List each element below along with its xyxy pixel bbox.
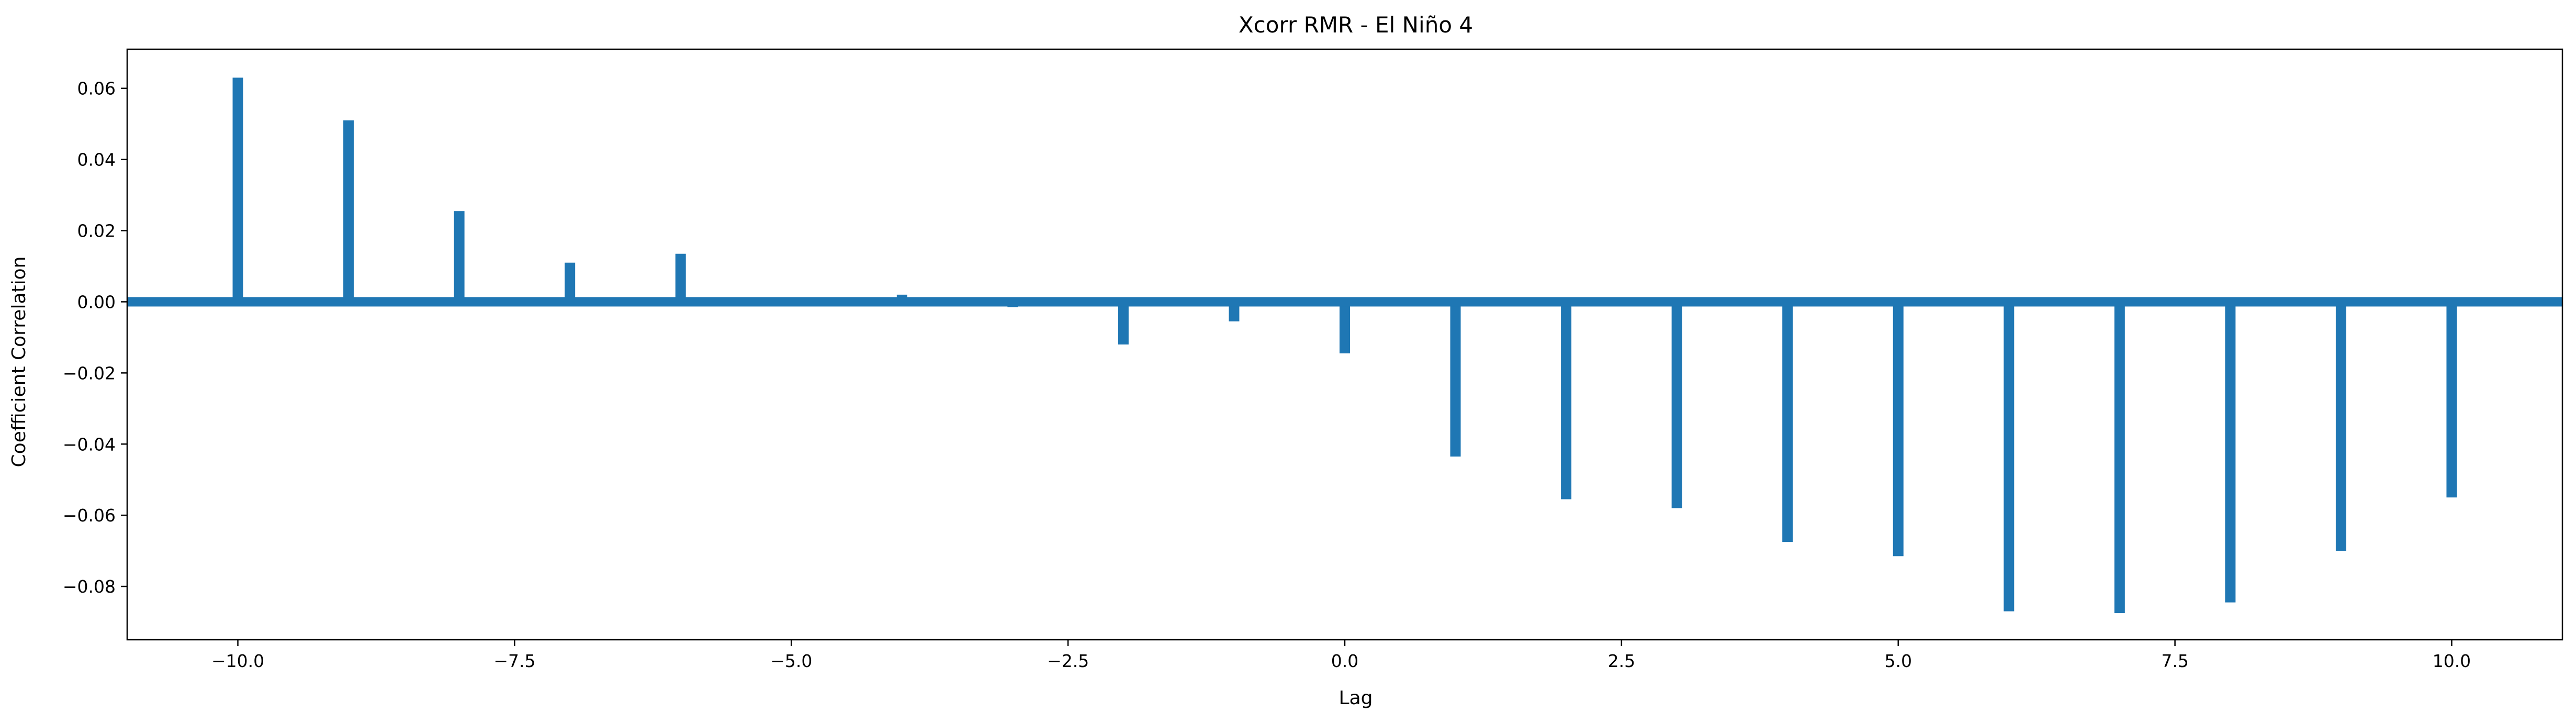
bar-lag--10 <box>232 77 243 302</box>
y-tick-label: 0.02 <box>77 221 116 241</box>
bar-lag--1 <box>1229 302 1240 321</box>
bar-lag-7 <box>2114 302 2125 614</box>
x-tick-label: 7.5 <box>2161 651 2188 671</box>
bar-lag-3 <box>1671 302 1682 508</box>
x-axis-ticks: −10.0 −7.5 −5.0 −2.5 0.0 2.5 5.0 7.5 10.0 <box>211 640 2471 671</box>
bar-lag-2 <box>1561 302 1572 499</box>
x-tick-label: −2.5 <box>1047 651 1089 671</box>
x-tick-label: −7.5 <box>493 651 535 671</box>
y-tick-label: −0.08 <box>63 576 116 597</box>
x-tick-label: −10.0 <box>211 651 264 671</box>
y-tick-label: 0.06 <box>77 79 116 99</box>
bar-lag--8 <box>454 211 465 302</box>
bar-lag-9 <box>2335 302 2346 551</box>
bar-lag-0 <box>1340 302 1350 353</box>
x-axis-label: Lag <box>1339 687 1373 709</box>
x-tick-label: −5.0 <box>770 651 812 671</box>
bar-lag--7 <box>565 262 576 302</box>
bar-lag--9 <box>343 120 354 302</box>
y-axis-label: Coefficient Correlation <box>8 257 30 468</box>
chart-title: Xcorr RMR - El Niño 4 <box>1239 12 1473 38</box>
bar-lag-4 <box>1782 302 1793 542</box>
bars-group <box>127 77 2562 614</box>
bar-lag--6 <box>675 253 686 302</box>
y-tick-label: −0.06 <box>63 505 116 526</box>
x-tick-label: 10.0 <box>2433 651 2471 671</box>
x-tick-label: 0.0 <box>1331 651 1358 671</box>
zero-line <box>127 297 2562 307</box>
bar-lag-6 <box>2004 302 2015 611</box>
x-tick-label: 5.0 <box>1884 651 1911 671</box>
bar-lag-10 <box>2446 302 2457 498</box>
bar-lag-8 <box>2225 302 2236 603</box>
y-tick-label: −0.04 <box>63 434 116 454</box>
bar-lag--2 <box>1118 302 1129 344</box>
bar-lag-5 <box>1893 302 1904 557</box>
y-tick-label: −0.02 <box>63 363 116 383</box>
y-tick-label: 0.00 <box>77 292 116 312</box>
y-tick-label: 0.04 <box>77 150 116 170</box>
bar-lag-1 <box>1450 302 1461 457</box>
x-tick-label: 2.5 <box>1608 651 1635 671</box>
plot-frame <box>126 48 2563 641</box>
y-axis-ticks: 0.06 0.04 0.02 0.00 −0.02 −0.04 −0.06 −0.08 <box>63 79 127 597</box>
